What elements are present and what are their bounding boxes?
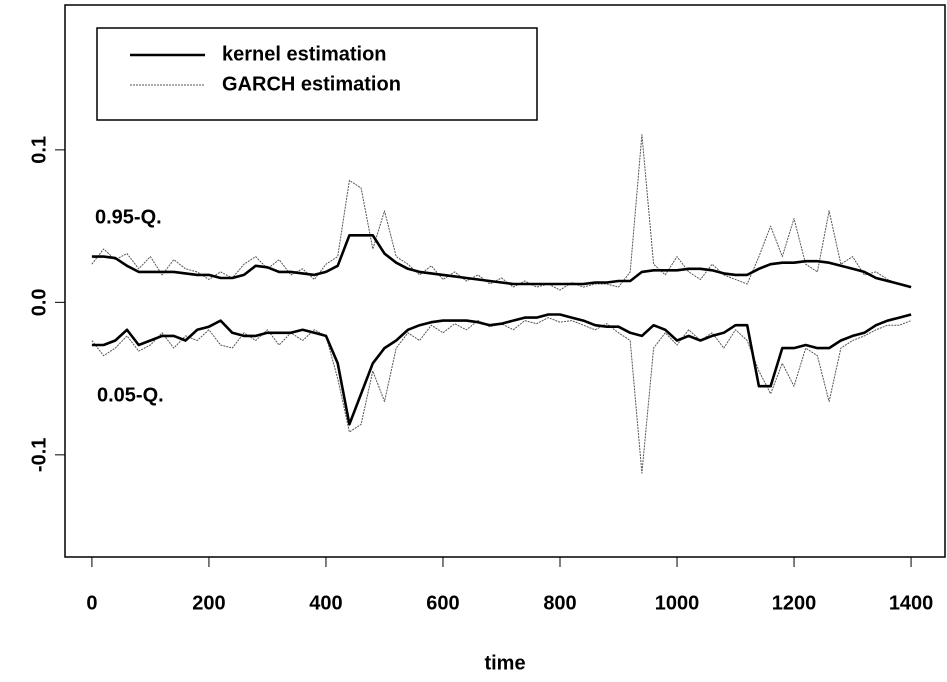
legend-label: kernel estimation	[222, 43, 387, 65]
x-tick-label: 1200	[772, 592, 817, 614]
series-line	[91, 317, 912, 474]
y-tick-label: -0.1	[28, 438, 50, 472]
series-line	[91, 134, 912, 291]
x-tick-label: 400	[309, 592, 342, 614]
legend	[96, 27, 538, 121]
x-tick-label: 800	[543, 592, 576, 614]
series-line	[91, 313, 912, 426]
x-tick-label: 0	[86, 592, 97, 614]
x-tick-label: 600	[426, 592, 459, 614]
series-line	[91, 234, 912, 289]
x-axis-label: time	[484, 652, 525, 674]
legend-label: GARCH estimation	[222, 73, 401, 95]
annotation: 0.95-Q.	[95, 206, 162, 228]
y-tick-label: 0.1	[28, 136, 50, 164]
x-tick-label: 1400	[889, 592, 934, 614]
y-tick-label: 0.0	[28, 288, 50, 316]
x-tick-label: 200	[192, 592, 225, 614]
x-tick-label: 1000	[655, 592, 700, 614]
plot-frame	[64, 4, 946, 558]
annotation: 0.05-Q.	[97, 384, 164, 406]
